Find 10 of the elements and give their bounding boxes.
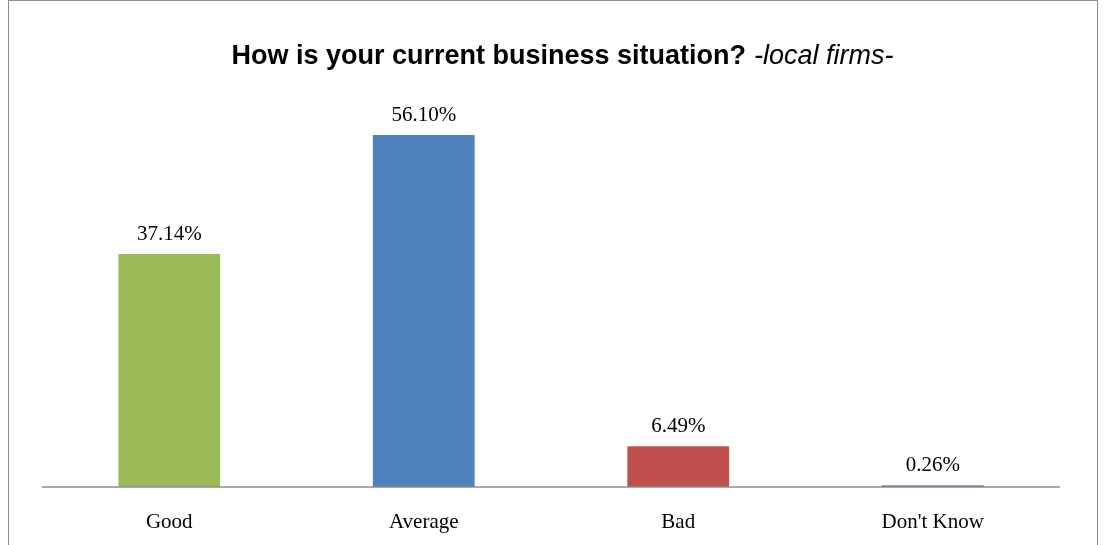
data-label: 0.26% — [905, 452, 960, 477]
x-tick-label: Don't Know — [881, 509, 985, 533]
x-tick-label: Good — [145, 509, 194, 533]
data-label: 6.49% — [651, 413, 706, 438]
chart-title: How is your current business situation? — [231, 40, 747, 70]
x-tick-label: Average — [388, 509, 459, 533]
x-tick-label: Bad — [661, 509, 696, 533]
data-label: 37.14% — [136, 220, 202, 245]
chart-subtitle: -local firms- — [754, 40, 894, 70]
data-label: 56.10% — [391, 102, 457, 126]
